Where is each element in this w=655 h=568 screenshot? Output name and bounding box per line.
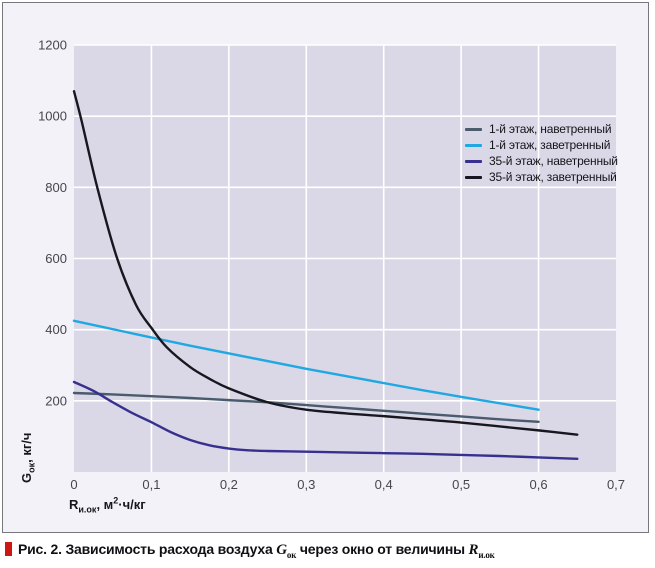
caption-middle: через окно от величины [296,541,469,557]
legend-item: 35-й этаж, заветренный [465,169,618,185]
legend-marker-icon [465,175,482,179]
legend-label: 35-й этаж, заветренный [489,170,617,184]
x-axis-units-1: , м [96,497,114,512]
legend-item: 35-й этаж, наветренный [465,153,618,169]
x-tick-label: 0,3 [297,477,315,492]
legend-label: 35-й этаж, наветренный [489,154,618,168]
series-line-2 [72,319,540,411]
caption-bullet-icon [5,542,12,556]
gridlines [74,44,616,472]
x-tick-label: 0,7 [607,477,625,492]
caption-text: Рис. 2. Зависимость расхода воздуха Gок … [18,541,495,559]
legend-label: 1-й этаж, наветренный [489,122,612,136]
y-tick-label: 800 [45,180,67,195]
y-tick-label: 600 [45,251,67,266]
caption-g-sub: ок [286,549,297,560]
x-axis-units-sup: 2 [113,495,119,506]
y-tick-label: 400 [45,322,67,337]
legend-marker-icon [465,127,482,131]
caption-prefix: Рис. 2. Зависимость расхода воздуха [18,541,277,557]
chart-card: 0 0,1 0,2 0,3 0,4 0,5 0,6 0,7 200 400 600 800 1000 1… [2,2,649,533]
x-tick-label: 0,6 [530,477,548,492]
y-axis-units: , кг/ч [19,432,34,463]
y-axis-title: Gок, кг/ч [19,432,37,483]
y-tick-labels: 200 400 600 800 1000 1200 [38,38,67,409]
x-tick-labels: 0 0,1 0,2 0,3 0,4 0,5 0,6 0,7 [70,477,625,492]
y-tick-label: 200 [45,393,67,408]
y-tick-label: 1000 [38,109,67,124]
x-tick-label: 0,4 [375,477,393,492]
x-axis-symbol: R [69,497,79,512]
chart-plot: 0 0,1 0,2 0,3 0,4 0,5 0,6 0,7 200 400 600 800 1000 1… [38,38,625,493]
legend-marker-icon [465,159,482,163]
series-line-3 [72,380,579,461]
series-lines [72,90,579,461]
x-axis-title: Rи.ок, м2·ч/кг [69,495,146,515]
series-line-1 [72,391,540,424]
y-axis-symbol: G [19,472,34,483]
figure-caption: Рис. 2. Зависимость расхода воздуха Gок … [5,541,650,559]
x-tick-label: 0,2 [220,477,238,492]
caption-g-symbol: G [276,542,287,558]
x-tick-label: 0,5 [452,477,470,492]
y-axis-symbol-sub: ок [26,462,37,473]
y-tick-label: 1200 [38,38,67,53]
series-line-4 [72,90,579,436]
legend-item: 1-й этаж, заветренный [465,137,618,153]
x-axis-units-2: ·ч/кг [118,497,146,512]
legend: 1-й этаж, наветренный 1-й этаж, заветренн… [465,121,618,185]
legend-marker-icon [465,143,482,147]
x-tick-label: 0 [70,477,77,492]
x-axis-symbol-sub: и.ок [78,504,97,515]
legend-item: 1-й этаж, наветренный [465,121,618,137]
legend-label: 1-й этаж, заветренный [489,138,611,152]
x-tick-label: 0,1 [142,477,160,492]
caption-r-symbol: R [468,542,479,558]
caption-r-sub: и.ок [478,549,495,560]
